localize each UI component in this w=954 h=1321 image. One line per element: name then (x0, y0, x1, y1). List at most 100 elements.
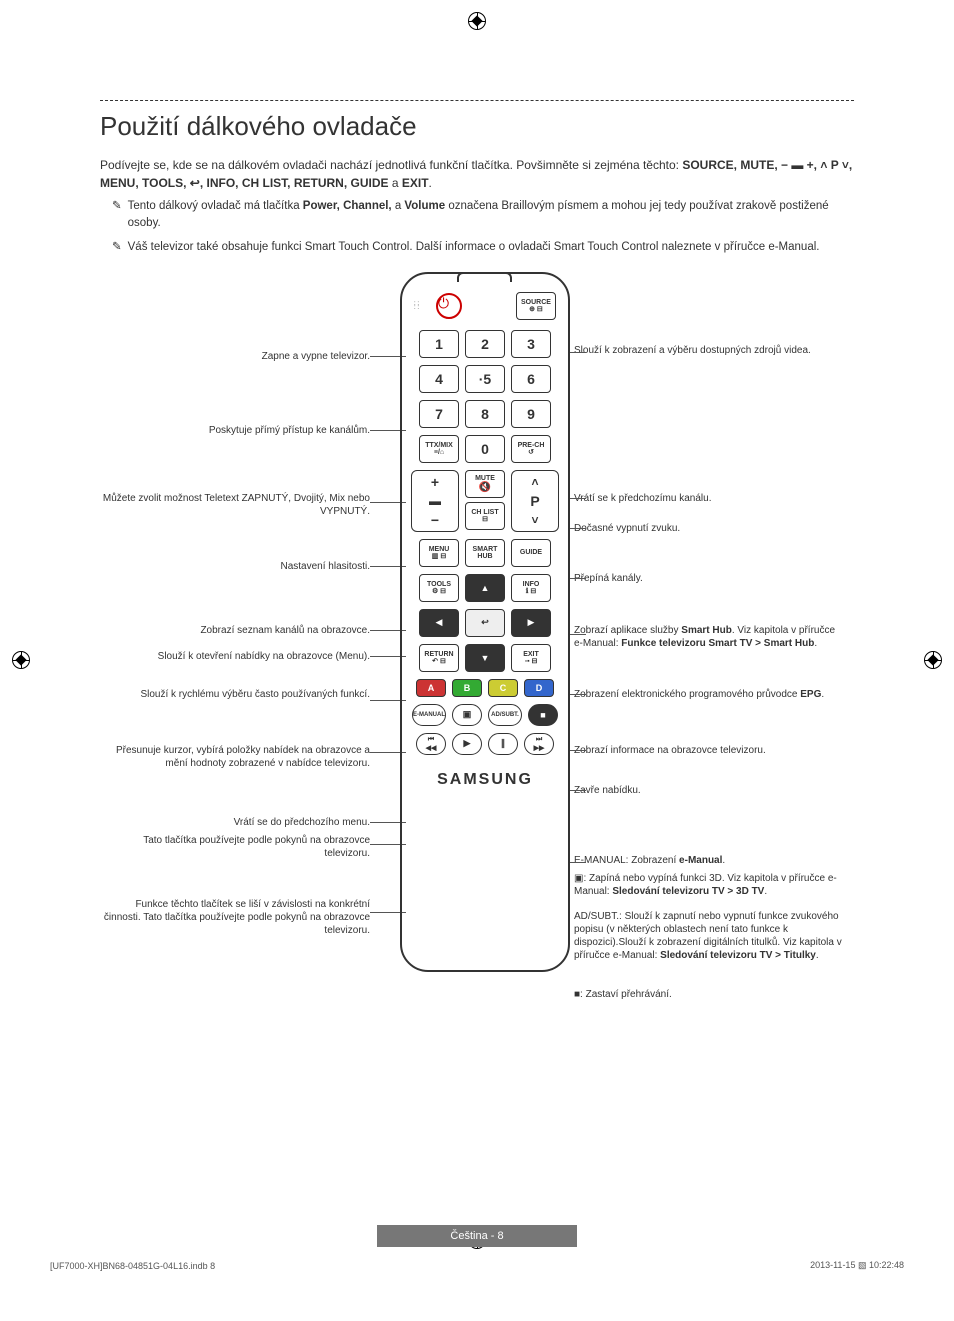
adsubt-button[interactable]: AD/SUBT. (488, 704, 522, 726)
stop-button[interactable]: ■ (528, 704, 558, 726)
label-stop: ■: Zastaví přehrávání. (574, 988, 844, 1001)
n1c: a (395, 200, 405, 212)
num-3-button[interactable]: 3 (511, 330, 551, 358)
color-b-button[interactable]: B (452, 679, 482, 697)
num-5-button[interactable]: ·5 (465, 365, 505, 393)
color-c-button[interactable]: C (488, 679, 518, 697)
label-volume: Nastavení hlasitosti. (100, 560, 370, 573)
num-6-button[interactable]: 6 (511, 365, 551, 393)
dpad-up[interactable]: ▲ (465, 574, 505, 602)
r5a: Zobrazí aplikace služby (574, 625, 681, 636)
volb: ▬ (429, 494, 441, 508)
page-title: Použití dálkového ovladače (100, 111, 854, 142)
num-4-button[interactable]: 4 (419, 365, 459, 393)
pause-button[interactable]: ∥ (488, 733, 518, 755)
lead-line (568, 694, 586, 695)
lead-line (568, 352, 586, 353)
source-button[interactable]: SOURCE ⊕ ⊟ (516, 292, 556, 320)
g: GUIDE (520, 549, 542, 556)
chlt: CH LIST (471, 509, 498, 516)
note-icon: ✎ (112, 239, 122, 256)
chlist-button[interactable]: CH LIST ⊟ (465, 502, 505, 530)
intro-suffix: a (392, 176, 402, 190)
label-smarthub: Zobrazí aplikace služby Smart Hub. Viz k… (574, 624, 844, 650)
num-0-button[interactable]: 0 (465, 435, 505, 463)
guide-button[interactable]: GUIDE (511, 539, 551, 567)
label-menu: Slouží k otevření nabídky na obrazovce (… (100, 650, 370, 663)
ttxt: TTX/MIX (425, 442, 453, 449)
label-3d: ▣: Zapíná nebo vypíná funkci 3D. Viz kap… (574, 872, 844, 898)
info-button[interactable]: INFO ℹ ⊟ (511, 574, 551, 602)
label-adsubt: AD/SUBT.: Slouží k zapnutí nebo vypnutí … (574, 910, 844, 962)
label-exit: Zavře nabídku. (574, 784, 844, 797)
volume-rocker[interactable]: + ▬ − (411, 470, 459, 532)
r5d: Funkce televizoru Smart TV > Smart Hub (621, 638, 814, 649)
tt: TOOLS (427, 581, 451, 588)
color-d-button[interactable]: D (524, 679, 554, 697)
remote-ir-window (457, 272, 512, 282)
rs: ↶ ⊟ (432, 658, 446, 665)
channel-rocker[interactable]: ˄ P ˅ (511, 470, 559, 532)
volp: + (431, 474, 439, 490)
emanual-button[interactable]: E-MANUAL (412, 704, 446, 726)
num-2-button[interactable]: 2 (465, 330, 505, 358)
n1a: Tento dálkový ovladač má tlačítka (128, 200, 303, 212)
skip-back-button[interactable]: ⏮ ◀◀ (416, 733, 446, 755)
chp: P (530, 493, 539, 509)
shb: HUB (477, 553, 492, 560)
print-mark-left (12, 651, 30, 669)
r10b: Sledování televizoru TV > 3D TV (612, 886, 764, 897)
sb1: ⏮ (428, 736, 434, 744)
dpad-left[interactable]: ◀ (419, 609, 459, 637)
tools-button[interactable]: TOOLS ⚙ ⊟ (419, 574, 459, 602)
exit-button[interactable]: EXIT ▫▪ ⊟ (511, 644, 551, 672)
lead-line (568, 528, 586, 529)
play-button[interactable]: ▶ (452, 733, 482, 755)
ms: ▥ ⊟ (432, 553, 446, 560)
is: ℹ ⊟ (526, 588, 536, 595)
intro-last-button: EXIT (402, 176, 429, 190)
dpad-right[interactable]: ▶ (511, 609, 551, 637)
label-colorbtns: Tato tlačítka používejte podle pokynů na… (100, 834, 370, 860)
r6b: EPG (800, 689, 821, 700)
color-a-button[interactable]: A (416, 679, 446, 697)
label-chlist: Zobrazí seznam kanálů na obrazovce. (100, 624, 370, 637)
dpad-down[interactable]: ▼ (465, 644, 505, 672)
mute-button[interactable]: MUTE 🔇 (465, 470, 505, 498)
3d-button[interactable]: ▣ (452, 704, 482, 726)
ttx-button[interactable]: TTX/MIX ≡/⌂ (419, 435, 459, 463)
r9c: . (722, 855, 725, 866)
n1b: Power, Channel, (303, 200, 392, 212)
footer-timestamp: 2013-11-15 ▧ 10:22:48 (810, 1260, 904, 1271)
r9a: E-MANUAL: Zobrazení (574, 855, 679, 866)
r11b: Sledování televizoru TV > Titulky (660, 950, 816, 961)
label-info: Zobrazí informace na obrazovce televizor… (574, 744, 844, 757)
r5e: . (814, 638, 817, 649)
label-teletext: Můžete zvolit možnost Teletext ZAPNUTÝ, … (100, 492, 370, 518)
lead-line (568, 750, 586, 751)
prech-button[interactable]: PRE-CH ↺ (511, 435, 551, 463)
skip-fwd-button[interactable]: ⏭ ▶▶ (524, 733, 554, 755)
ts: ⚙ ⊟ (432, 588, 446, 595)
mutet: MUTE (475, 475, 495, 482)
num-7-button[interactable]: 7 (419, 400, 459, 428)
sb2: ◀◀ (426, 744, 437, 752)
num-8-button[interactable]: 8 (465, 400, 505, 428)
mute-icon: 🔇 (479, 482, 491, 493)
section-divider (100, 100, 854, 101)
lead-line (568, 498, 586, 499)
menu-button[interactable]: MENU ▥ ⊟ (419, 539, 459, 567)
print-mark-top (468, 12, 486, 30)
label-emanual: E-MANUAL: Zobrazení e-Manual. (574, 854, 844, 867)
intro-text: Podívejte se, kde se na dálkovém ovladač… (100, 156, 854, 192)
label-mute: Dočasné vypnutí zvuku. (574, 522, 844, 535)
power-button[interactable]: ⏻ (436, 293, 462, 319)
enter-button[interactable]: ↩ (465, 609, 505, 637)
label-tools: Slouží k rychlému výběru často používaný… (100, 688, 370, 701)
sht: SMART (473, 546, 498, 553)
num-9-button[interactable]: 9 (511, 400, 551, 428)
num-1-button[interactable]: 1 (419, 330, 459, 358)
lead-line (568, 790, 586, 791)
smarthub-button[interactable]: SMART HUB (465, 539, 505, 567)
return-button[interactable]: RETURN ↶ ⊟ (419, 644, 459, 672)
